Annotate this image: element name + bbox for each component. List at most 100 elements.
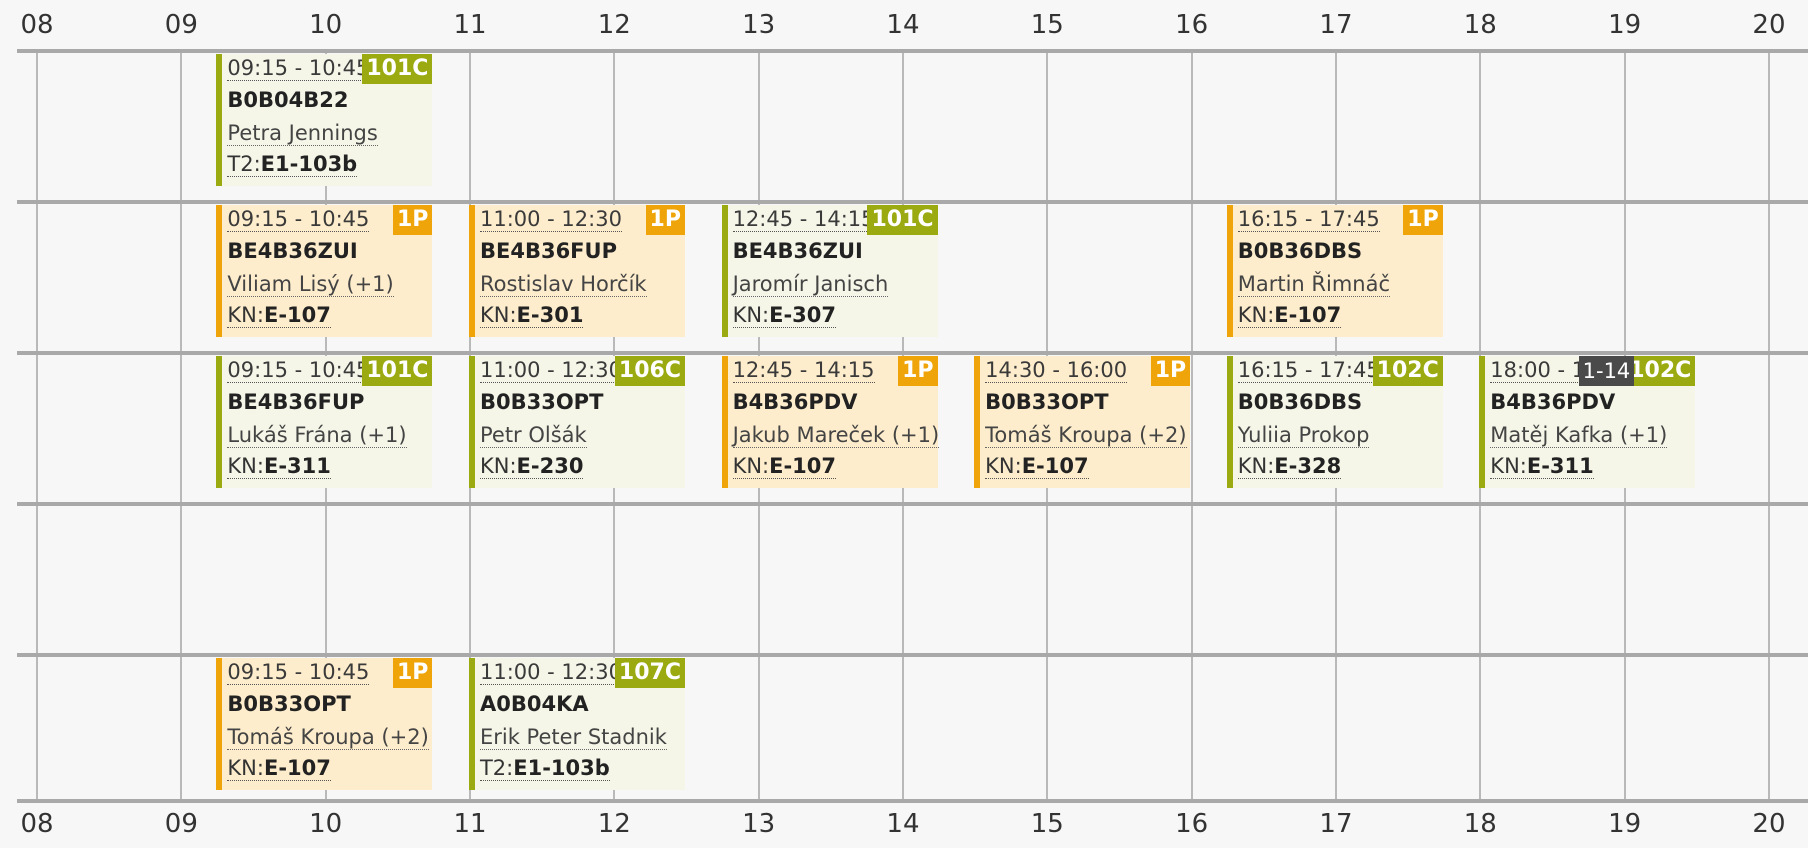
event-time[interactable]: 16:15 - 17:45 bbox=[1237, 358, 1380, 383]
room-building: KN: bbox=[1490, 454, 1527, 478]
event-room-link[interactable]: KN:E-107 bbox=[985, 454, 1089, 479]
event-card[interactable]: 09:15 - 10:45 1P BE4B36ZUI Viliam Lisý (+1)… bbox=[216, 205, 433, 337]
event-parallel-badge: 1P bbox=[392, 658, 433, 688]
event-time[interactable]: 12:45 - 14:15 bbox=[732, 207, 875, 232]
row-separator bbox=[17, 799, 1808, 803]
event-teacher-link[interactable]: Martin Řimnáč bbox=[1237, 272, 1390, 297]
event-teacher-link[interactable]: Lukáš Frána (+1) bbox=[227, 423, 407, 448]
event-course-code: A0B04KA bbox=[479, 692, 589, 716]
row-separator bbox=[17, 502, 1808, 506]
event-card[interactable]: 18:00 - 19:30 102C 1-14 B4B36PDV Matěj Kafka… bbox=[1479, 356, 1696, 488]
room-building: T2: bbox=[227, 152, 261, 176]
hour-label-top: 20 bbox=[1752, 10, 1786, 40]
event-time[interactable]: 14:30 - 16:00 bbox=[985, 358, 1128, 383]
room-building: KN: bbox=[732, 454, 770, 478]
hour-label-top: 08 bbox=[20, 10, 54, 40]
room-number: E-230 bbox=[516, 454, 584, 478]
event-card[interactable]: 11:00 - 12:30 1P BE4B36FUP Rostislav Horčík… bbox=[468, 205, 685, 337]
hour-label-top: 09 bbox=[164, 10, 198, 40]
room-number: E-107 bbox=[1021, 454, 1089, 478]
event-parallel-badge: 1P bbox=[898, 356, 938, 386]
event-card[interactable]: 09:15 - 10:45 101C B0B04B22 Petra Jennings T… bbox=[216, 54, 433, 186]
event-parallel-badge: 102C bbox=[1372, 356, 1443, 386]
event-course-code: BE4B36ZUI bbox=[732, 239, 863, 263]
event-teacher-link[interactable]: Tomáš Kroupa (+2) bbox=[985, 423, 1187, 448]
room-building: KN: bbox=[1237, 303, 1275, 327]
event-teacher-link[interactable]: Jaromír Janisch bbox=[732, 272, 889, 297]
room-number: E-107 bbox=[263, 756, 331, 780]
hour-label-bottom: 16 bbox=[1175, 809, 1209, 839]
event-card[interactable]: 11:00 - 12:30 107C A0B04KA Erik Peter Stadn… bbox=[468, 658, 685, 790]
event-weeks-badge: 1-14 bbox=[1578, 356, 1635, 386]
event-card[interactable]: 12:45 - 14:15 1P B4B36PDV Jakub Mareček (+1… bbox=[721, 356, 940, 488]
event-room-link[interactable]: T2:E1-103b bbox=[479, 756, 610, 781]
event-time[interactable]: 09:15 - 10:45 bbox=[227, 56, 370, 81]
event-parallel-badge: 101C bbox=[867, 205, 938, 235]
event-room-link[interactable]: KN:E-311 bbox=[1490, 454, 1594, 479]
event-parallel-badge: 1P bbox=[1150, 356, 1191, 386]
event-room-link[interactable]: KN:E-307 bbox=[732, 303, 837, 328]
event-teacher-link[interactable]: Jakub Mareček (+1) bbox=[732, 423, 940, 448]
event-card[interactable]: 16:15 - 17:45 102C B0B36DBS Yuliia Prokop KN… bbox=[1226, 356, 1443, 488]
event-card[interactable]: 12:45 - 14:15 101C BE4B36ZUI Jaromír Janisc… bbox=[721, 205, 938, 337]
event-room-link[interactable]: KN:E-230 bbox=[479, 454, 584, 479]
event-course-code: B0B04B22 bbox=[227, 88, 349, 112]
row-separator bbox=[17, 200, 1808, 204]
hour-label-top: 18 bbox=[1463, 10, 1497, 40]
event-room-link[interactable]: KN:E-107 bbox=[227, 756, 331, 781]
event-time[interactable]: 16:15 - 17:45 bbox=[1237, 207, 1380, 232]
row-separator bbox=[17, 49, 1808, 53]
event-course-code: B0B36DBS bbox=[1237, 390, 1363, 414]
event-teacher-link[interactable]: Tomáš Kroupa (+2) bbox=[227, 725, 429, 750]
event-parallel-badge: 102C bbox=[1625, 356, 1696, 386]
room-building: KN: bbox=[732, 303, 770, 327]
event-room-link[interactable]: KN:E-107 bbox=[1237, 303, 1342, 328]
room-building: KN: bbox=[227, 303, 264, 327]
event-parallel-badge: 1P bbox=[645, 205, 685, 235]
event-teacher-link[interactable]: Erik Peter Stadnik bbox=[479, 725, 667, 750]
event-teacher-link[interactable]: Petr Olšák bbox=[479, 423, 587, 448]
event-course-code: BE4B36FUP bbox=[227, 390, 365, 414]
event-time[interactable]: 09:15 - 10:45 bbox=[227, 660, 370, 685]
room-building: KN: bbox=[985, 454, 1022, 478]
event-room-link[interactable]: KN:E-301 bbox=[479, 303, 584, 328]
event-teacher-link[interactable]: Petra Jennings bbox=[227, 121, 378, 146]
hour-label-bottom: 14 bbox=[886, 809, 920, 839]
hour-label-top: 10 bbox=[309, 10, 343, 40]
event-time[interactable]: 11:00 - 12:30 bbox=[479, 660, 622, 685]
event-time[interactable]: 11:00 - 12:30 bbox=[479, 358, 622, 383]
event-course-code: B0B33OPT bbox=[985, 390, 1109, 414]
event-card[interactable]: 09:15 - 10:45 101C BE4B36FUP Lukáš Frána (+… bbox=[216, 356, 433, 488]
hour-label-bottom: 15 bbox=[1030, 809, 1064, 839]
event-card[interactable]: 09:15 - 10:45 1P B0B33OPT Tomáš Kroupa (+2)… bbox=[216, 658, 433, 790]
room-number: E-328 bbox=[1274, 454, 1342, 478]
event-teacher-link[interactable]: Matěj Kafka (+1) bbox=[1490, 423, 1668, 448]
event-room-link[interactable]: KN:E-328 bbox=[1237, 454, 1342, 479]
hour-label-top: 14 bbox=[886, 10, 920, 40]
event-course-code: B4B36PDV bbox=[1490, 390, 1616, 414]
event-course-code: BE4B36ZUI bbox=[227, 239, 358, 263]
hour-label-bottom: 19 bbox=[1608, 809, 1642, 839]
room-number: E1-103b bbox=[260, 152, 358, 176]
event-teacher-link[interactable]: Yuliia Prokop bbox=[1237, 423, 1370, 448]
event-room-link[interactable]: KN:E-311 bbox=[227, 454, 331, 479]
event-card[interactable]: 14:30 - 16:00 1P B0B33OPT Tomáš Kroupa (+2)… bbox=[974, 356, 1191, 488]
event-room-link[interactable]: T2:E1-103b bbox=[227, 152, 358, 177]
event-room-link[interactable]: KN:E-107 bbox=[227, 303, 331, 328]
event-card[interactable]: 11:00 - 12:30 106C B0B33OPT Petr Olšák KN:E-… bbox=[468, 356, 685, 488]
event-room-link[interactable]: KN:E-107 bbox=[732, 454, 837, 479]
event-time[interactable]: 09:15 - 10:45 bbox=[227, 358, 370, 383]
hour-gridline bbox=[1190, 49, 1193, 799]
event-teacher-link[interactable]: Rostislav Horčík bbox=[479, 272, 647, 297]
event-time[interactable]: 12:45 - 14:15 bbox=[732, 358, 875, 383]
event-time[interactable]: 11:00 - 12:30 bbox=[479, 207, 622, 232]
room-number: E-107 bbox=[263, 303, 331, 327]
event-course-code: B4B36PDV bbox=[732, 390, 858, 414]
hour-label-top: 15 bbox=[1030, 10, 1064, 40]
event-time[interactable]: 09:15 - 10:45 bbox=[227, 207, 370, 232]
row-separator bbox=[17, 653, 1808, 657]
event-teacher-link[interactable]: Viliam Lisý (+1) bbox=[227, 272, 394, 297]
event-parallel-badge: 101C bbox=[362, 356, 433, 386]
event-card[interactable]: 16:15 - 17:45 1P B0B36DBS Martin Řimnáč KN:E… bbox=[1226, 205, 1443, 337]
hour-label-bottom: 20 bbox=[1752, 809, 1786, 839]
